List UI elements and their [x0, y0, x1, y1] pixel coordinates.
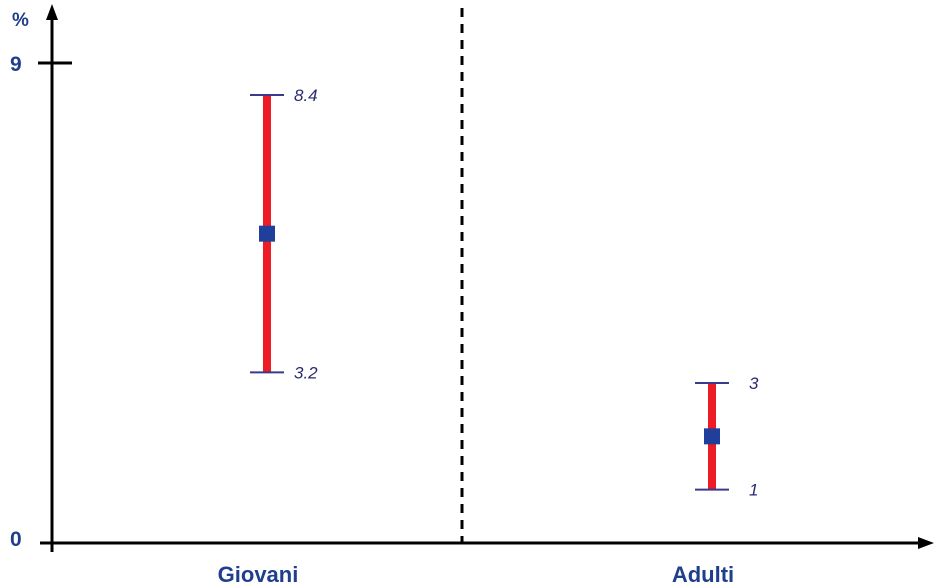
category-label-giovani: Giovani: [218, 562, 299, 586]
high-label-giovani: 8.4: [294, 86, 318, 105]
category-label-adulti: Adulti: [672, 562, 734, 586]
point-marker-adulti: [704, 428, 720, 445]
high-label-adulti: 3: [749, 374, 759, 393]
x-axis-arrow-icon: [918, 537, 934, 549]
y-tick-label-min: 0: [10, 528, 22, 551]
y-tick-label-max: 9: [10, 53, 22, 76]
error-bar-giovani: 8.4 3.2: [250, 86, 318, 382]
low-label-giovani: 3.2: [294, 363, 318, 382]
y-axis-arrow-icon: [46, 4, 58, 20]
error-bar-adulti: 3 1: [695, 374, 759, 500]
point-marker-giovani: [259, 225, 275, 242]
y-unit-label: %: [12, 10, 29, 31]
low-label-adulti: 1: [749, 481, 758, 500]
